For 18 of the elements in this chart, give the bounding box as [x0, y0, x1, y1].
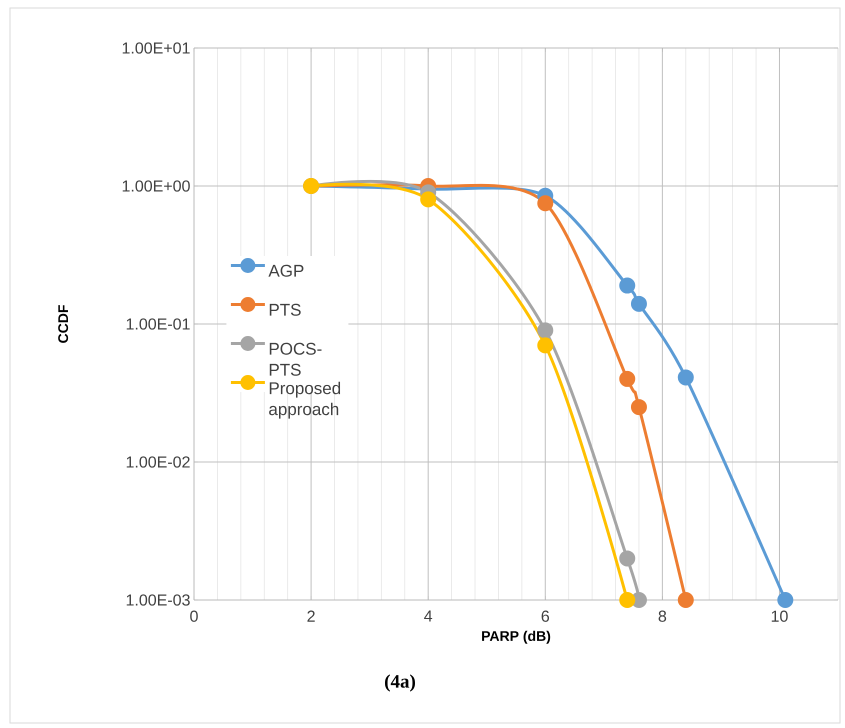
x-tick-label: 8 — [658, 610, 666, 622]
x-tick-label: 10 — [772, 610, 788, 622]
legend-label: PTS — [270, 304, 301, 316]
x-tick-label: 4 — [424, 610, 432, 622]
legend-label: POCS-PTS — [270, 342, 322, 376]
y-tick-label: 1.00E+00 — [122, 180, 190, 192]
y-tick-label: 1.00E-03 — [126, 594, 190, 606]
x-axis-title: PARP (dB) — [482, 630, 550, 644]
legend-label: Proposed approach — [269, 382, 340, 419]
x-tick-label: 0 — [190, 610, 198, 622]
legend-label: AGP — [268, 264, 304, 277]
x-tick-label: 6 — [542, 610, 550, 622]
y-axis-title: CCDF — [58, 305, 68, 343]
y-tick-label: 1.00E+01 — [122, 42, 190, 54]
text: (4a) — [385, 674, 415, 692]
x-tick-label: 2 — [307, 610, 315, 622]
y-tick-label: 1.00E-02 — [126, 456, 190, 468]
y-tick-label: 1.00E-01 — [126, 318, 190, 330]
